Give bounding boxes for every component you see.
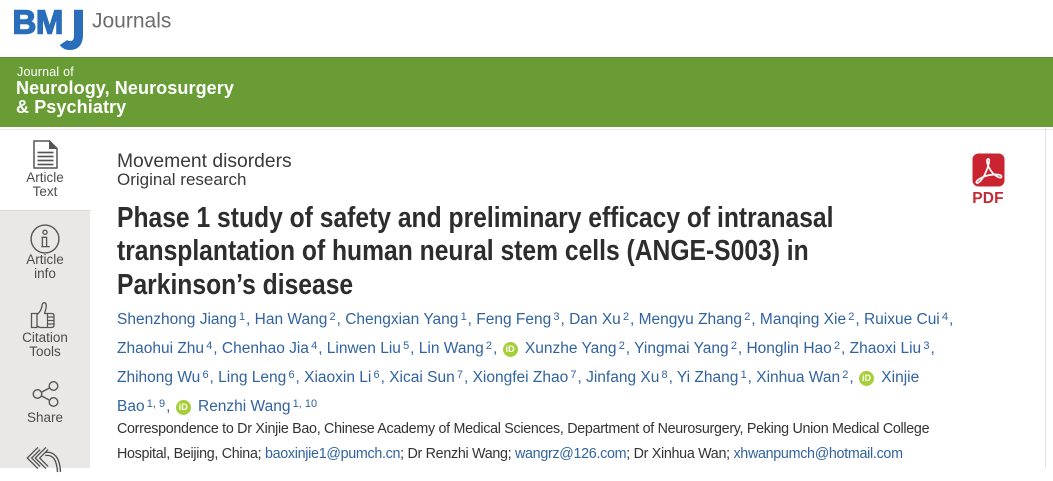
- svg-text:BM: BM: [13, 4, 63, 41]
- svg-text:Journals: Journals: [92, 10, 171, 33]
